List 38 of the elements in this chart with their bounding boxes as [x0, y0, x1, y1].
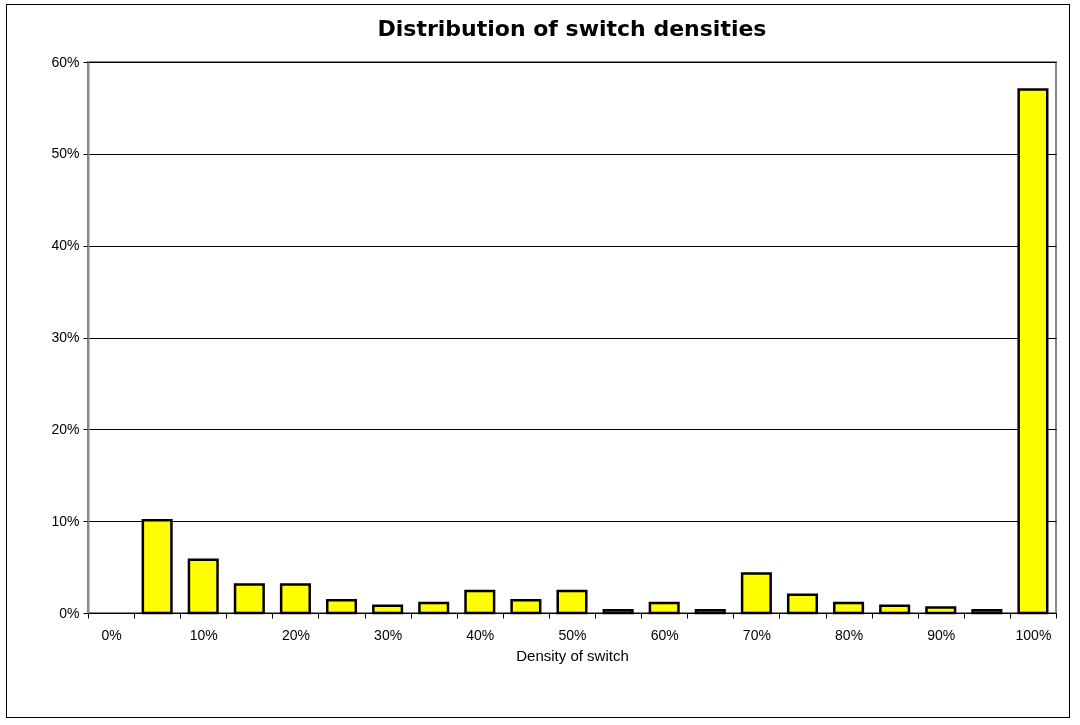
bar: [372, 604, 404, 615]
x-tick-label: 100%: [1015, 626, 1052, 643]
bar: [279, 583, 311, 615]
x-tick-label: 30%: [374, 626, 403, 643]
bar: [648, 601, 680, 615]
x-tick-label: 0%: [101, 626, 122, 643]
y-tick-label: 30%: [51, 329, 80, 345]
bar: [786, 593, 819, 615]
y-tick-label: 40%: [51, 237, 80, 254]
bar: [325, 598, 358, 615]
x-tick-label: 10%: [189, 626, 218, 643]
x-tick-label: 70%: [742, 626, 771, 643]
bar: [510, 598, 542, 615]
x-tick-label: 80%: [835, 626, 864, 643]
bar: [925, 606, 957, 615]
bar: [233, 583, 265, 615]
y-tick-label: 20%: [51, 420, 80, 437]
bar: [971, 609, 1003, 615]
x-tick-label: 50%: [558, 626, 587, 643]
bar: [740, 572, 772, 615]
bar: [187, 558, 219, 615]
bar: [418, 601, 450, 615]
y-tick-label: 60%: [51, 53, 80, 70]
y-tick-label: 50%: [51, 145, 80, 162]
y-tick-label: 10%: [51, 512, 80, 529]
x-tick-label: 40%: [466, 626, 495, 643]
x-tick-label: 20%: [281, 626, 310, 643]
x-tick-label: 60%: [650, 626, 679, 643]
x-tick-label: 90%: [927, 626, 956, 643]
x-axis-title: Density of switch: [516, 646, 629, 664]
bar: [694, 609, 726, 615]
bar: [556, 589, 588, 615]
bar: [464, 589, 496, 615]
bar: [602, 609, 634, 615]
bar: [879, 604, 911, 615]
chart-title: Distribution of switch densities: [377, 16, 767, 41]
y-tick-label: 0%: [59, 604, 80, 621]
bar: [833, 601, 865, 615]
